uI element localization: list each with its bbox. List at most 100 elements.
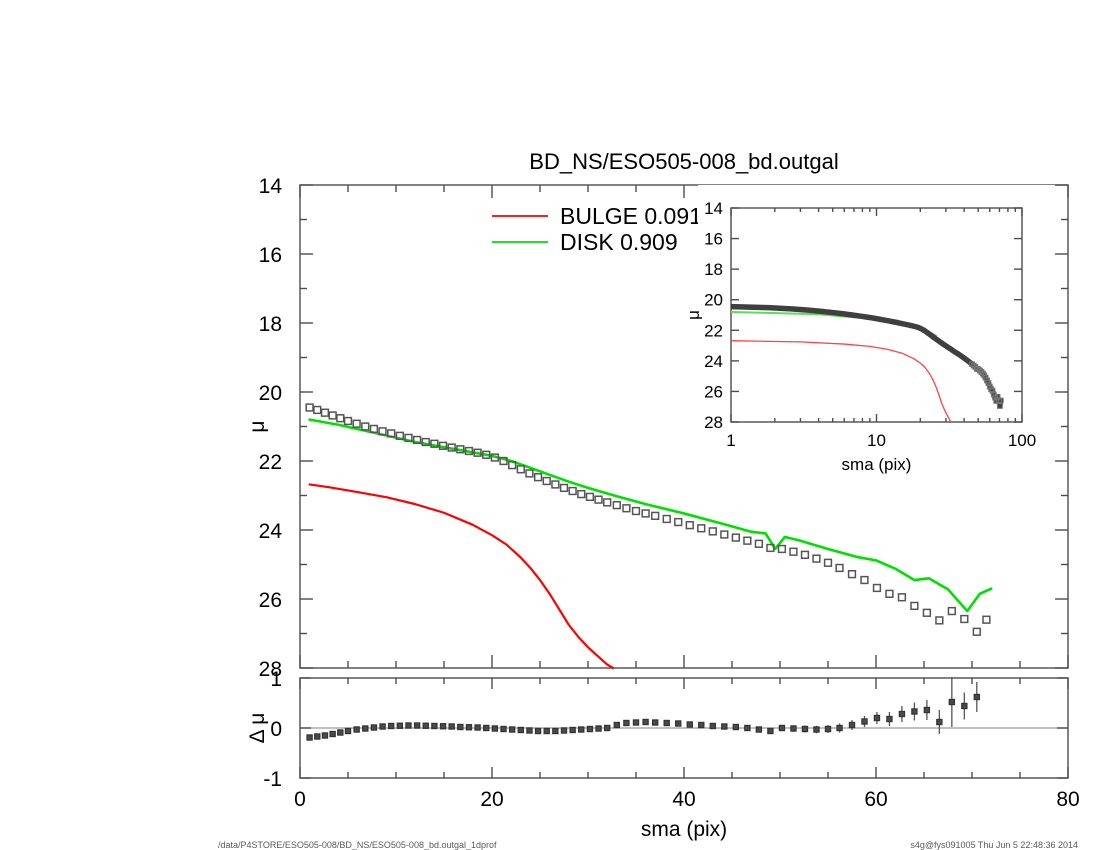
main-data-marker xyxy=(631,506,641,516)
main-data-marker xyxy=(328,411,337,420)
residual-data-marker xyxy=(623,719,630,727)
inset-observed-profile xyxy=(731,303,1004,409)
main-data-marker xyxy=(438,441,448,450)
main-data-marker xyxy=(594,495,603,504)
main-data-marker xyxy=(708,527,717,536)
inset-ytick-label: 26 xyxy=(704,382,723,401)
inset-yaxis-label: μ xyxy=(684,310,703,320)
residual-ytick-label: -1 xyxy=(263,768,282,791)
main-data-marker xyxy=(777,544,787,554)
residual-data-marker xyxy=(778,724,786,732)
main-data-marker xyxy=(800,550,810,559)
inset-ytick-label: 22 xyxy=(704,321,723,340)
residual-data-marker xyxy=(595,725,602,732)
residual-data-marker xyxy=(353,726,360,733)
residual-data-marker xyxy=(321,732,329,739)
residual-data-marker xyxy=(824,725,832,733)
residual-data-marker xyxy=(767,727,774,735)
residual-data-marker xyxy=(586,725,594,733)
residual-data-marker xyxy=(543,727,550,735)
main-data-marker xyxy=(812,554,821,563)
main-data-marker xyxy=(551,480,560,489)
residual-data-marker xyxy=(500,725,507,733)
residual-data-marker xyxy=(936,718,943,726)
main-data-marker xyxy=(754,539,764,548)
main-data-marker xyxy=(935,616,944,625)
residual-data-marker xyxy=(911,708,918,715)
main-data-marker xyxy=(612,501,621,510)
main-data-marker xyxy=(421,437,430,447)
residual-data-marker xyxy=(948,698,956,706)
main-data-marker xyxy=(743,536,752,545)
main-data-marker xyxy=(473,448,482,457)
main-data-marker xyxy=(922,608,932,617)
residual-data-marker xyxy=(651,719,659,726)
residual-data-marker xyxy=(578,726,585,733)
inset-log-panel: 14 16 18 20 22 24 26 281 10 100 sma (pix) μ xyxy=(684,185,1055,477)
main-data-marker xyxy=(860,575,869,585)
residual-data-marker xyxy=(405,722,412,729)
inset-ytick-label: 28 xyxy=(704,413,723,432)
main-curve-bulge xyxy=(308,483,615,670)
main-data-marker xyxy=(603,498,612,507)
main-data-marker xyxy=(525,469,534,478)
inset-xaxis-label: sma (pix) xyxy=(842,455,912,474)
main-data-marker xyxy=(533,473,543,482)
residual-ytick-label: 1 xyxy=(270,668,282,691)
main-data-marker xyxy=(823,558,833,567)
main-ytick-label: 26 xyxy=(259,589,282,612)
main-data-marker xyxy=(499,456,508,466)
residual-data-marker xyxy=(431,722,438,730)
main-data-marker xyxy=(343,416,353,426)
main-data-marker xyxy=(835,563,844,573)
main-data-marker xyxy=(412,435,422,445)
residual-data-marker xyxy=(379,723,386,730)
legend-label-bulge: BULGE 0.091 xyxy=(560,203,702,229)
residual-data-marker xyxy=(474,724,481,731)
residual-data-marker xyxy=(388,722,395,730)
inset-data-marker xyxy=(989,387,996,394)
main-data-marker xyxy=(731,533,740,542)
inset-ytick-label: 14 xyxy=(704,199,723,218)
main-ytick-label: 14 xyxy=(259,175,283,198)
main-ytick-label: 24 xyxy=(259,520,283,543)
main-data-marker xyxy=(320,408,330,417)
residual-data-marker xyxy=(898,710,906,718)
residual-data-marker xyxy=(973,693,981,701)
inset-curve-bulge xyxy=(731,340,952,422)
main-data-marker xyxy=(464,446,474,456)
residual-data-marker xyxy=(448,723,455,730)
inset-ytick-label: 20 xyxy=(704,291,723,310)
legend-label-disk: DISK 0.909 xyxy=(560,229,678,255)
main-data-marker xyxy=(872,583,882,593)
main-data-marker xyxy=(685,521,694,530)
main-data-marker xyxy=(960,614,969,624)
main-data-marker xyxy=(697,524,706,533)
residual-data-marker xyxy=(923,706,931,714)
main-data-marker xyxy=(720,530,729,539)
residual-data-marker xyxy=(517,726,525,734)
inset-data-marker xyxy=(985,380,992,386)
residual-data-marker xyxy=(569,726,576,734)
main-data-marker xyxy=(910,601,919,611)
residual-data-marker xyxy=(422,722,429,729)
main-data-marker xyxy=(641,509,650,518)
residual-data-marker xyxy=(632,719,640,726)
main-data-marker xyxy=(766,543,775,553)
main-data-marker xyxy=(404,433,413,443)
legend: BULGE 0.091 DISK 0.909 xyxy=(492,203,702,255)
residual-data-marker xyxy=(801,725,809,733)
main-ytick-label: 28 xyxy=(259,658,282,681)
residual-data-marker xyxy=(491,725,499,732)
inset-xtick-label: 100 xyxy=(1008,431,1036,450)
inset-data-marker xyxy=(997,403,1003,409)
residual-data-marker xyxy=(508,726,516,733)
residual-xtick-label: 0 xyxy=(294,788,306,811)
main-data-marker xyxy=(387,429,396,438)
main-data-marker xyxy=(972,627,981,636)
main-ytick-label: 16 xyxy=(259,244,282,267)
residual-data-marker xyxy=(483,724,490,732)
main-data-marker xyxy=(369,424,379,434)
residual-data-marker xyxy=(439,723,447,730)
